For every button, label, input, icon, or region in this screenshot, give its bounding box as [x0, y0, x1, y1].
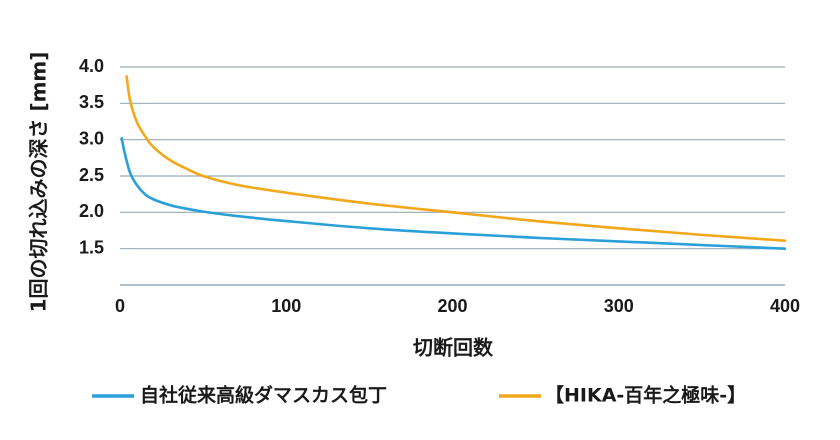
y-axis-title: 1回の切れ込みの深さ [mm]	[27, 52, 51, 313]
x-tick-label: 200	[437, 296, 467, 316]
y-tick-label: 3.5	[79, 92, 104, 112]
y-tick-label: 4.0	[79, 56, 104, 76]
legend: 自社従来高級ダマスカス包丁 【HIKA-百年之極味-】	[92, 384, 746, 407]
y-tick-label: 3.0	[79, 128, 104, 148]
series-line-1	[120, 136, 787, 250]
x-tick-labels: 0 100 200 300 400	[115, 296, 800, 316]
gridlines	[120, 66, 785, 250]
x-tick-label: 0	[115, 296, 125, 316]
series-lines	[120, 75, 787, 250]
legend-label-series-2: 【HIKA-百年之極味-】	[545, 384, 746, 407]
y-tick-labels: 1.5 2.0 2.5 3.0 3.5 4.0	[79, 56, 104, 258]
x-tick-label: 400	[770, 296, 800, 316]
x-tick-label: 100	[271, 296, 301, 316]
y-tick-label: 1.5	[79, 237, 104, 257]
series-line-2	[125, 75, 787, 242]
x-axis-title: 切断回数	[413, 336, 494, 360]
x-tick-label: 300	[604, 296, 634, 316]
y-tick-label: 2.5	[79, 165, 104, 185]
y-tick-label: 2.0	[79, 201, 104, 221]
legend-label-series-1: 自社従来高級ダマスカス包丁	[140, 384, 387, 407]
